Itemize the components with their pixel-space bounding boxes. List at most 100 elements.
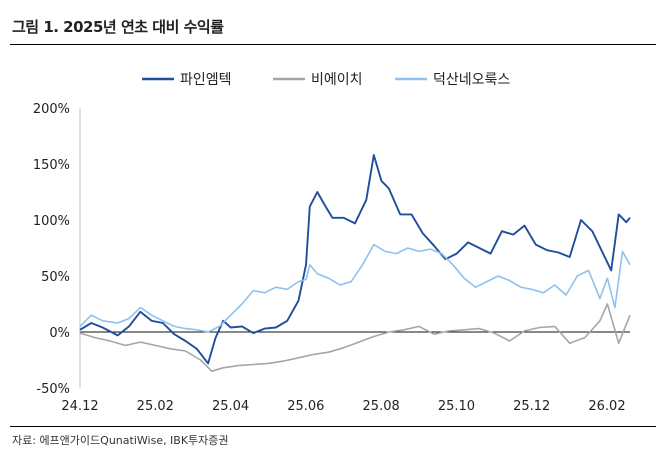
data-point: [305, 264, 307, 266]
data-point: [625, 221, 627, 223]
series-line-3: [79, 243, 631, 333]
data-point: [173, 326, 175, 328]
data-point: [399, 214, 401, 216]
legend-label-1: 파인엠텍: [180, 72, 232, 88]
data-point: [384, 251, 386, 253]
data-point: [629, 217, 631, 219]
data-point: [622, 251, 624, 253]
data-point: [354, 223, 356, 225]
data-point: [264, 292, 266, 294]
data-point: [603, 254, 605, 256]
data-point: [629, 264, 631, 266]
data-point: [207, 363, 209, 365]
data-point: [366, 199, 368, 201]
source-note: 자료: 에프앤가이드QunatiWise, IBK투자증권: [12, 434, 229, 447]
data-point: [79, 326, 81, 328]
data-point: [185, 340, 187, 342]
data-point: [430, 248, 432, 250]
data-point: [196, 329, 198, 331]
data-point: [275, 286, 277, 288]
data-point: [610, 270, 612, 272]
data-point: [373, 336, 375, 338]
data-point: [309, 264, 311, 266]
data-point: [388, 188, 390, 190]
data-point: [509, 280, 511, 282]
data-point: [343, 217, 345, 219]
data-point: [343, 347, 345, 349]
data-point: [253, 290, 255, 292]
y-tick-label: 50%: [41, 270, 70, 285]
data-point: [241, 326, 243, 328]
data-point: [448, 330, 450, 332]
data-point: [124, 345, 126, 347]
data-point: [298, 281, 300, 283]
data-point: [490, 253, 492, 255]
data-point: [102, 327, 104, 329]
data-point: [452, 264, 454, 266]
data-point: [418, 326, 420, 328]
data-point: [309, 206, 311, 208]
data-point: [512, 234, 514, 236]
data-point: [237, 365, 239, 367]
data-point: [524, 225, 526, 227]
data-point: [629, 314, 631, 316]
data-point: [441, 253, 443, 255]
x-tick-label: 25.08: [363, 399, 400, 414]
data-point: [381, 180, 383, 182]
data-point: [324, 205, 326, 207]
data-point: [128, 318, 130, 320]
data-point: [317, 273, 319, 275]
series-line-2: [79, 303, 631, 372]
data-point: [463, 329, 465, 331]
data-point: [140, 341, 142, 343]
data-point: [396, 253, 398, 255]
data-point: [339, 284, 341, 286]
data-point: [196, 348, 198, 350]
data-point: [475, 286, 477, 288]
data-point: [275, 327, 277, 329]
data-point: [140, 307, 142, 309]
data-point: [151, 314, 153, 316]
data-point: [94, 337, 96, 339]
data-point: [222, 367, 224, 369]
data-point: [117, 322, 119, 324]
data-point: [162, 322, 164, 324]
data-point: [200, 359, 202, 361]
data-point: [403, 329, 405, 331]
data-point: [230, 314, 232, 316]
data-point: [599, 320, 601, 322]
data-point: [569, 256, 571, 258]
data-point: [554, 326, 556, 328]
x-tick-label: 25.02: [137, 399, 174, 414]
data-point: [162, 320, 164, 322]
data-point: [497, 275, 499, 277]
x-tick-label: 25.10: [438, 399, 475, 414]
y-tick-label: 200%: [33, 102, 70, 117]
x-tick-label: 25.12: [513, 399, 550, 414]
data-point: [520, 286, 522, 288]
data-point: [185, 350, 187, 352]
x-tick-label: 25.04: [212, 399, 249, 414]
data-point: [298, 300, 300, 302]
data-point: [102, 320, 104, 322]
data-point: [569, 342, 571, 344]
y-tick-label: 150%: [33, 158, 70, 173]
data-point: [501, 230, 503, 232]
data-point: [241, 303, 243, 305]
data-point: [373, 244, 375, 246]
data-point: [219, 326, 221, 328]
axes: -50% 0% 50% 100% 150% 200% 24.12 25.02 25.04 25.0…: [33, 102, 630, 414]
data-point: [580, 219, 582, 221]
data-point: [407, 247, 409, 249]
data-point: [618, 214, 620, 216]
data-point: [592, 230, 594, 232]
x-tick-label: 25.06: [287, 399, 324, 414]
data-point: [155, 345, 157, 347]
data-point: [79, 329, 81, 331]
data-point: [317, 191, 319, 193]
data-point: [328, 277, 330, 279]
data-point: [373, 154, 375, 156]
data-point: [151, 320, 153, 322]
data-point: [618, 342, 620, 344]
data-point: [565, 294, 567, 296]
